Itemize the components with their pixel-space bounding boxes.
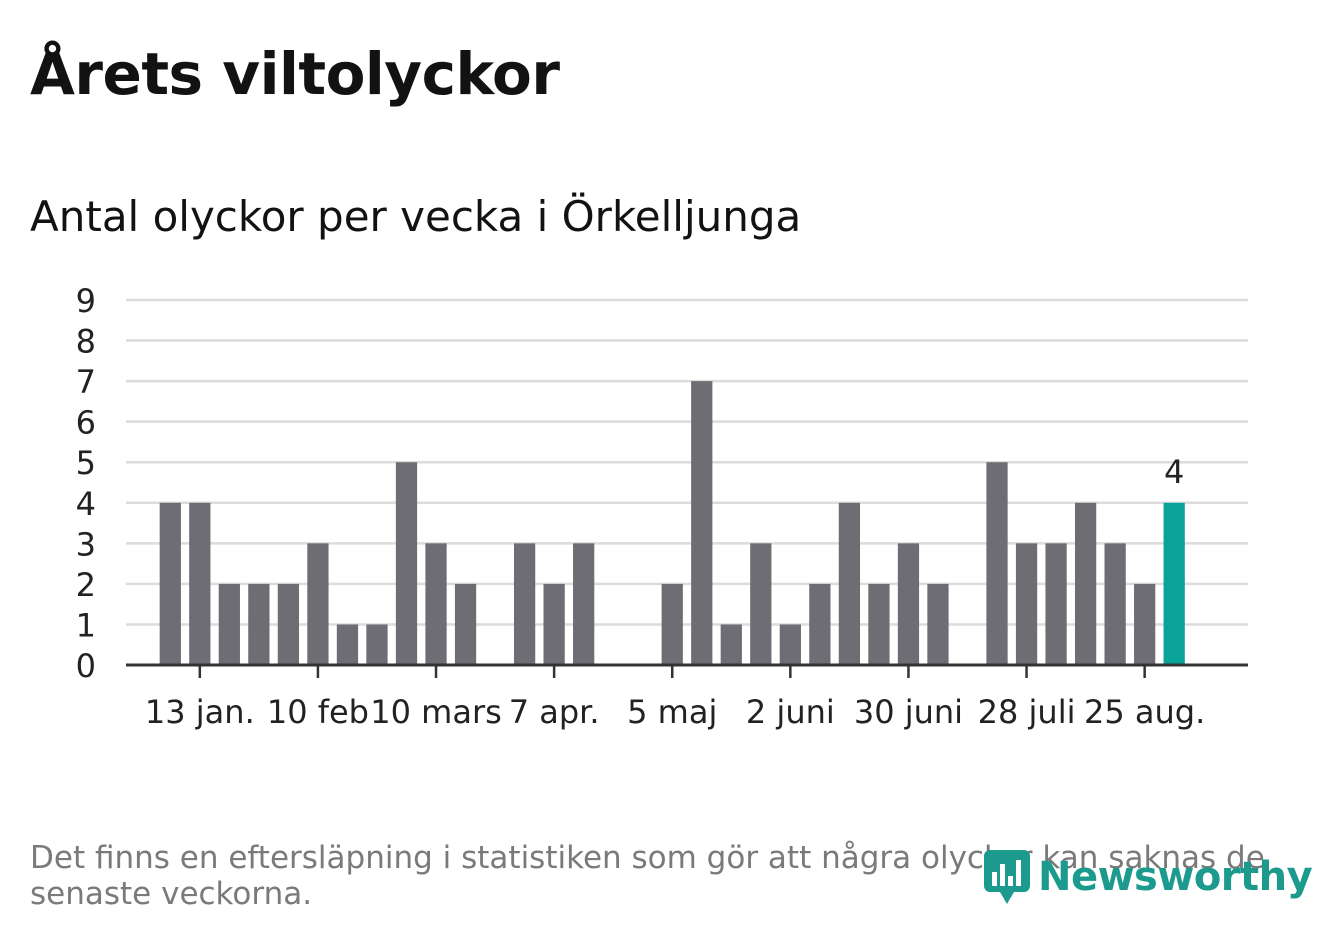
x-tick-label: 25 aug. bbox=[1084, 693, 1205, 731]
y-tick-label: 8 bbox=[76, 323, 96, 361]
y-tick-label: 2 bbox=[76, 566, 96, 604]
bar bbox=[395, 462, 418, 665]
logo-text: Newsworthy bbox=[1038, 854, 1313, 900]
x-tick-label: 5 maj bbox=[627, 693, 717, 731]
y-tick-label: 4 bbox=[76, 485, 96, 523]
bar bbox=[1134, 583, 1156, 665]
bar bbox=[868, 583, 890, 665]
y-tick-label: 0 bbox=[76, 647, 96, 685]
chart-subtitle: Antal olyckor per vecka i Örkelljunga bbox=[30, 192, 802, 241]
bar bbox=[189, 502, 211, 665]
y-tick-label: 6 bbox=[76, 404, 96, 442]
last-value-label: 4 bbox=[1164, 453, 1184, 491]
x-tick-label: 10 feb bbox=[267, 693, 369, 731]
y-tick-label: 5 bbox=[76, 444, 96, 482]
bar bbox=[661, 583, 683, 665]
bar bbox=[1104, 543, 1126, 665]
bar bbox=[779, 624, 801, 665]
bar bbox=[720, 624, 742, 665]
y-tick-label: 1 bbox=[76, 606, 96, 644]
bar bbox=[513, 543, 536, 665]
bar bbox=[366, 624, 388, 665]
bar-chart-bubble-icon bbox=[984, 850, 1030, 904]
bar bbox=[1074, 502, 1097, 665]
bar bbox=[927, 583, 949, 665]
x-tick-label: 28 juli bbox=[978, 693, 1076, 731]
y-tick-label: 7 bbox=[76, 363, 96, 401]
bar bbox=[573, 543, 595, 665]
bar-highlight bbox=[1163, 502, 1185, 665]
x-tick-label: 10 mars bbox=[370, 693, 502, 731]
bar bbox=[425, 543, 447, 665]
x-tick-label: 2 juni bbox=[746, 693, 835, 731]
bar bbox=[838, 502, 861, 665]
bar bbox=[248, 583, 270, 665]
bar bbox=[1015, 543, 1038, 665]
x-tick-label: 30 juni bbox=[854, 693, 963, 731]
bar bbox=[1045, 543, 1067, 665]
bar bbox=[454, 583, 477, 665]
bar bbox=[159, 502, 181, 665]
bar bbox=[750, 543, 772, 665]
bar bbox=[897, 543, 920, 665]
bar bbox=[336, 624, 359, 665]
x-tick-label: 7 apr. bbox=[509, 693, 600, 731]
bar bbox=[543, 583, 565, 665]
x-tick-label: 13 jan. bbox=[145, 693, 255, 731]
chart-title: Årets viltolyckor bbox=[30, 40, 560, 108]
bar bbox=[218, 583, 240, 665]
y-tick-label: 3 bbox=[76, 525, 96, 563]
bar bbox=[986, 462, 1008, 665]
bar bbox=[307, 543, 329, 665]
newsworthy-logo: Newsworthy bbox=[982, 848, 1313, 906]
bar bbox=[277, 583, 300, 665]
bar bbox=[691, 381, 713, 665]
bar bbox=[809, 583, 831, 665]
y-tick-label: 9 bbox=[76, 282, 96, 320]
footnote: Det finns en eftersläpning i statistiken… bbox=[30, 840, 1265, 912]
